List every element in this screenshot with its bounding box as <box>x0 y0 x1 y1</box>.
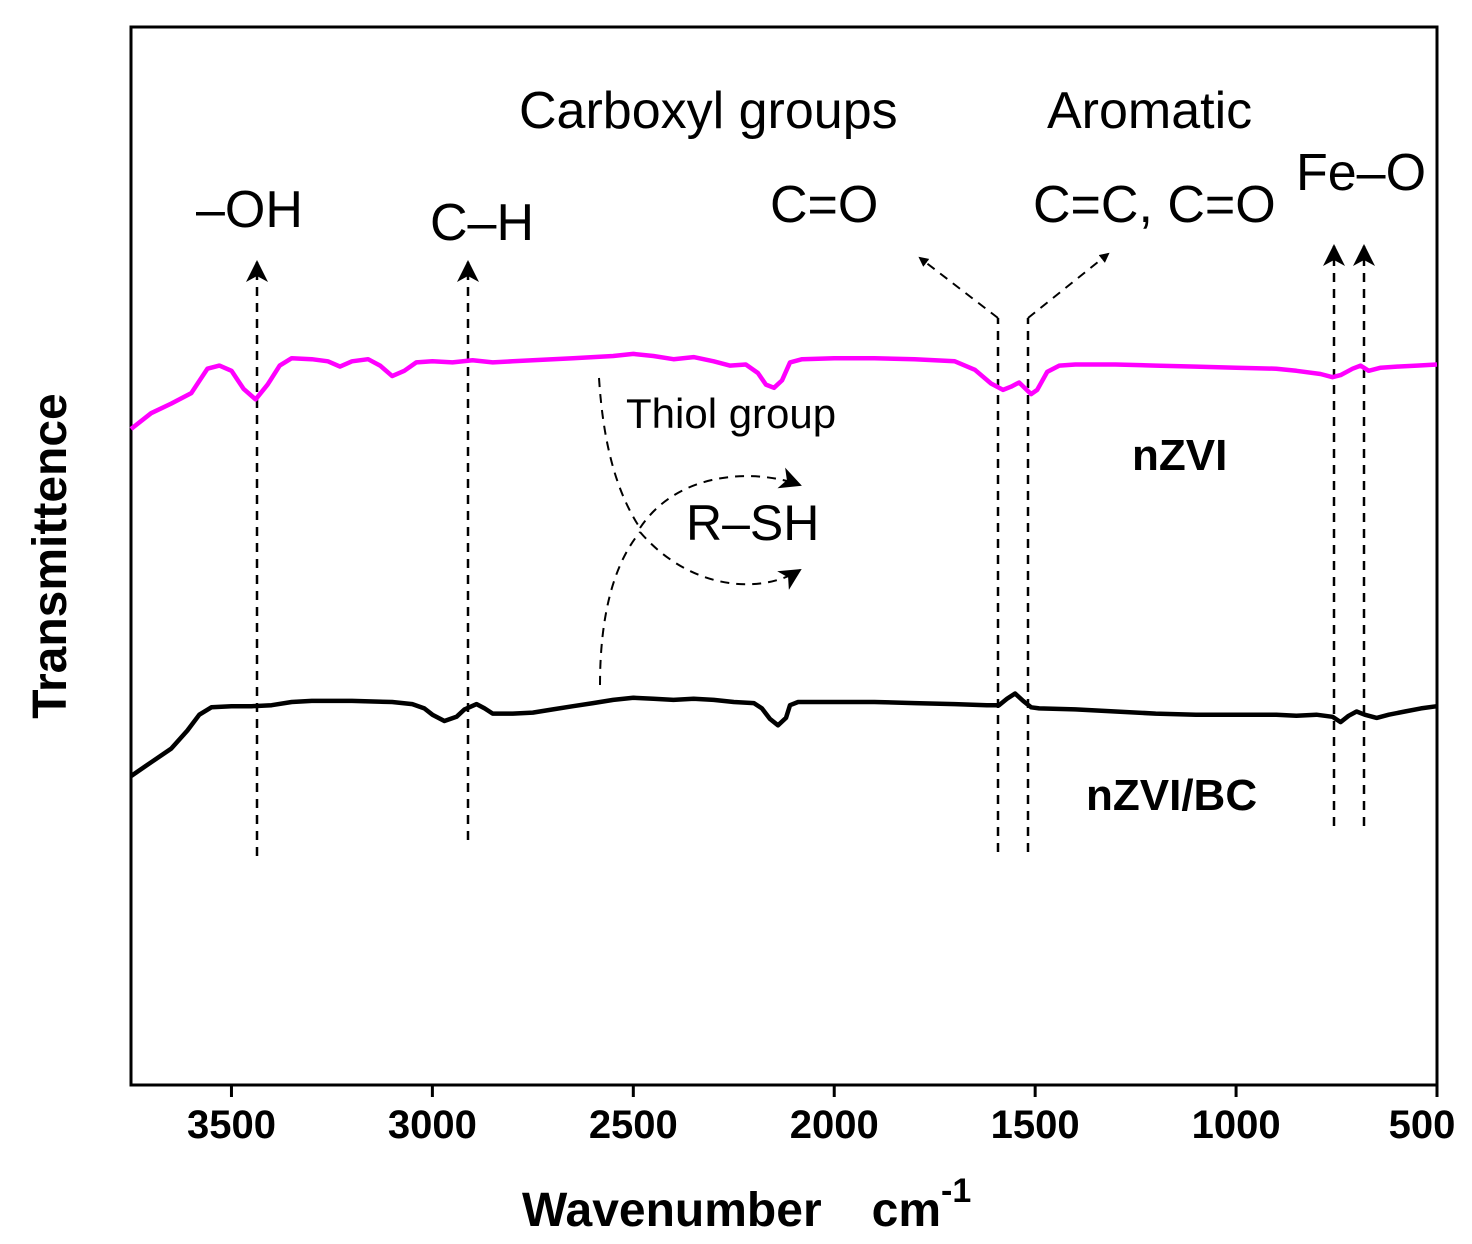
x-axis-ticks: 3500 3000 2500 2000 1500 1000 500 <box>187 1085 1455 1147</box>
feo-label: Fe–O <box>1296 144 1426 202</box>
x-tick-label: 3000 <box>388 1103 477 1147</box>
x-axis-label: Wavenumber <box>522 1184 822 1237</box>
series-label-nzvi: nZVI <box>1132 431 1227 480</box>
x-axis-title: Wavenumber cm-1 <box>522 1172 971 1237</box>
oh-label: –OH <box>196 181 303 239</box>
co-arrow-line <box>918 256 999 319</box>
x-axis-unit-exponent: -1 <box>941 1172 971 1210</box>
x-tick-label: 2000 <box>790 1103 879 1147</box>
x-axis-unit: cm <box>872 1184 941 1237</box>
aromatic-title: Aromatic <box>1047 82 1252 140</box>
x-tick-label: 1000 <box>1192 1103 1281 1147</box>
plot-frame <box>129 25 1439 1087</box>
thiol-curve-lower <box>599 531 641 686</box>
thiol-curve-upper <box>598 377 641 529</box>
thiol-label: Thiol group <box>626 390 836 437</box>
series-label-nzvi-bc: nZVI/BC <box>1086 771 1257 820</box>
series-line-nzvi <box>129 351 1438 431</box>
x-tick-label: 3500 <box>187 1103 276 1147</box>
co-label: C=O <box>770 176 878 234</box>
rsh-arrow-upper <box>639 467 802 529</box>
y-axis-title: Transmittence <box>24 393 77 718</box>
carboxyl-title: Carboxyl groups <box>519 82 898 140</box>
ch-label: C–H <box>430 194 534 252</box>
rsh-arrow-lower <box>639 531 802 590</box>
x-tick-label: 500 <box>1389 1103 1456 1147</box>
series-line-nzvi-bc <box>129 691 1438 778</box>
x-tick-label: 1500 <box>991 1103 1080 1147</box>
rsh-label: R–SH <box>686 495 819 551</box>
peak-guides <box>246 244 1375 856</box>
cc-arrow-line <box>1027 252 1110 319</box>
cc-co-label: C=C, C=O <box>1033 176 1276 234</box>
x-tick-label: 2500 <box>589 1103 678 1147</box>
